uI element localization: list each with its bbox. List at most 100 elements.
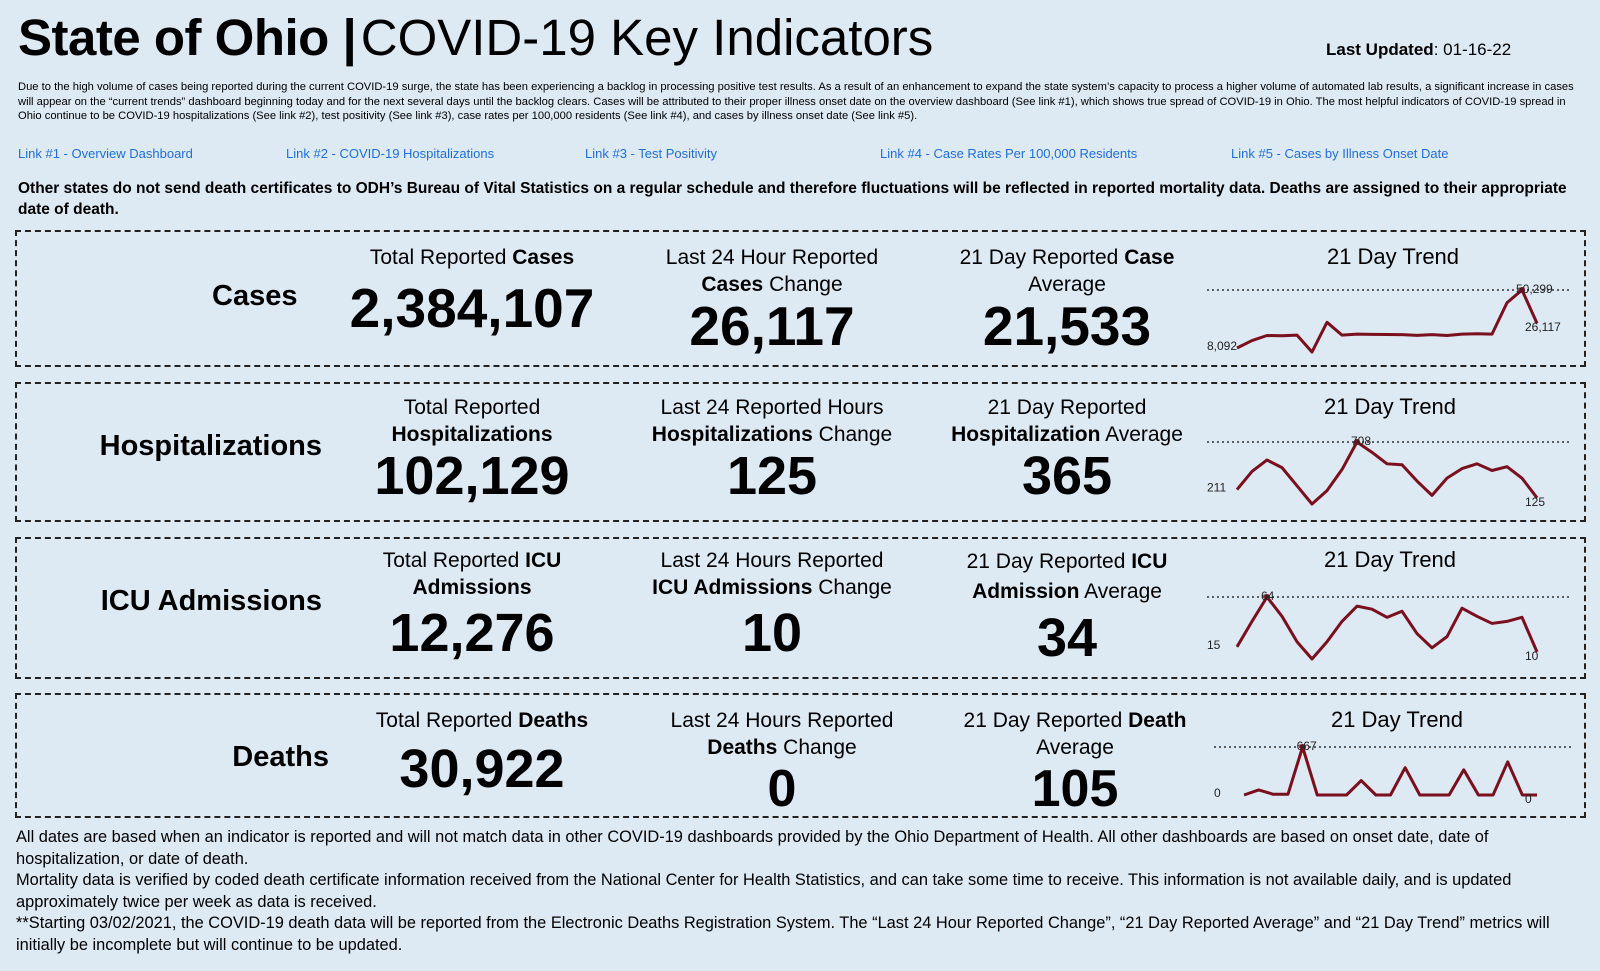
caption-bold: Case <box>1124 246 1175 269</box>
hosp-average-caption: 21 Day Reported Hospitalization Average <box>912 394 1222 448</box>
link-hospitalizations[interactable]: Link #2 - COVID-19 Hospitalizations <box>286 146 495 161</box>
icu-trend-title: 21 Day Trend <box>1323 547 1457 572</box>
caption-text: 21 Day Reported <box>959 246 1125 269</box>
footer-note-dates: All dates are based when an indicator is… <box>16 828 1489 868</box>
trend-peak-marker <box>1264 594 1270 600</box>
row-label-icu: ICU Admissions <box>100 585 322 617</box>
deaths-total-caption: Total Reported Deaths <box>332 707 632 734</box>
caption-bold: ICU Admissions <box>652 576 813 599</box>
footer-note-edrs: **Starting 03/02/2021, the COVID-19 deat… <box>16 914 1550 954</box>
hosp-average: 21 Day Reported Hospitalization Average 3… <box>912 394 1222 503</box>
icu-change: Last 24 Hours Reported ICU Admissions Cha… <box>617 547 927 660</box>
hosp-total: Total Reported Hospitalizations 102,129 <box>322 394 622 503</box>
row-label-cases: Cases <box>212 280 298 312</box>
icu-change-value: 10 <box>741 603 803 663</box>
caption-text: Average <box>1100 423 1183 446</box>
caption-text: Last 24 Reported Hours <box>660 396 884 419</box>
icu-change-caption: Last 24 Hours Reported ICU Admissions Cha… <box>617 547 927 601</box>
deaths-average-caption: 21 Day Reported Death Average <box>920 707 1230 761</box>
cases-average: 21 Day Reported Case Average 21,533 <box>917 244 1217 354</box>
cases-total-caption: Total Reported Cases <box>322 244 622 271</box>
caption-bold: Hospitalization <box>951 423 1101 446</box>
caption-bold: Cases <box>512 246 575 269</box>
hosp-change-caption: Last 24 Reported Hours Hospitalizations C… <box>617 394 927 448</box>
caption-text: Change <box>777 736 857 759</box>
trend-peak-marker <box>1354 439 1360 445</box>
deaths-change-caption: Last 24 Hours Reported Deaths Change <box>627 707 937 761</box>
links-bar: Link #1 - Overview Dashboard Link #2 - C… <box>0 146 1600 166</box>
icu-trend-sparkline: 15 64 10 <box>1207 589 1572 663</box>
trend-end-label: 10 <box>1525 649 1539 663</box>
caption-bold: Deaths <box>518 709 589 732</box>
trend-start-label: 0 <box>1214 786 1221 800</box>
cases-change-value: 26,117 <box>689 295 855 357</box>
caption-bold: ICU <box>1131 550 1168 573</box>
caption-bold: Death <box>1128 709 1187 732</box>
icu-total-caption: Total Reported ICU Admissions <box>322 547 622 601</box>
last-updated-label: Last Updated <box>1326 40 1434 59</box>
trend-peak-label: 64 <box>1261 589 1275 603</box>
backlog-notice: Due to the high volume of cases being re… <box>18 81 1574 123</box>
last-updated-value: : 01-16-22 <box>1433 40 1512 59</box>
trend-start-label: 211 <box>1207 481 1226 495</box>
caption-text: Total Reported <box>375 709 519 732</box>
caption-text: Last 24 Hours Reported <box>660 549 884 572</box>
link-cases-by-onset[interactable]: Link #5 - Cases by Illness Onset Date <box>1231 146 1449 161</box>
cases-trend-title: 21 Day Trend <box>1326 244 1460 269</box>
link-overview-dashboard[interactable]: Link #1 - Overview Dashboard <box>18 146 193 161</box>
panel-icu-admissions: ICU Admissions Total Reported ICU Admissi… <box>15 537 1586 679</box>
hosp-total-caption: Total Reported Hospitalizations <box>322 394 622 448</box>
hosp-average-value: 365 <box>1021 446 1113 506</box>
caption-text: Last 24 Hours Reported <box>670 709 894 732</box>
trend-series-line <box>1235 440 1539 506</box>
caption-text: Change <box>812 423 893 446</box>
trend-start-label: 15 <box>1207 638 1221 652</box>
icu-average-caption: 21 Day Reported ICU Admission Average <box>912 547 1222 607</box>
link-case-rates[interactable]: Link #4 - Case Rates Per 100,000 Residen… <box>880 146 1138 161</box>
cases-average-caption: 21 Day Reported Case Average <box>917 244 1217 298</box>
cases-change: Last 24 Hour Reported Cases Change 26,117 <box>622 244 922 354</box>
footer-notes: All dates are based when an indicator is… <box>16 827 1591 956</box>
title-state: State of Ohio | <box>18 9 357 66</box>
cases-trend-sparkline: 8,092 50,299 26,117 <box>1207 282 1572 354</box>
trend-peak-marker <box>1519 287 1525 293</box>
deaths-total: Total Reported Deaths 30,922 <box>332 707 632 796</box>
caption-text: 21 Day Reported <box>966 550 1132 573</box>
caption-text: Change <box>763 273 843 296</box>
caption-text: Average <box>1028 273 1106 296</box>
cases-total-value: 2,384,107 <box>349 277 595 339</box>
trend-peak-label: 667 <box>1297 739 1317 753</box>
deaths-change-value: 0 <box>767 760 797 818</box>
link-test-positivity[interactable]: Link #3 - Test Positivity <box>585 146 717 161</box>
caption-bold: Admissions <box>412 576 532 599</box>
footer-note-mortality: Mortality data is verified by coded deat… <box>16 871 1512 911</box>
caption-bold: Deaths <box>707 736 778 759</box>
deaths-average: 21 Day Reported Death Average 105 <box>920 707 1230 815</box>
page-title: State of Ohio | COVID-19 Key Indicators <box>18 8 933 67</box>
hosp-trend-title: 21 Day Trend <box>1323 394 1457 419</box>
trend-end-label: 125 <box>1525 495 1545 509</box>
trend-end-label: 0 <box>1525 792 1532 806</box>
caption-text: Total Reported <box>369 246 513 269</box>
deaths-average-value: 105 <box>1031 760 1119 818</box>
caption-text: Average <box>1079 580 1162 603</box>
cases-change-caption: Last 24 Hour Reported Cases Change <box>622 244 922 298</box>
trend-peak-marker <box>1299 744 1306 750</box>
panel-hospitalizations: Hospitalizations Total Reported Hospitali… <box>15 382 1586 522</box>
caption-text: Total Reported <box>382 549 526 572</box>
icu-total-value: 12,276 <box>389 603 555 663</box>
icu-average-value: 34 <box>1036 608 1098 668</box>
trend-start-label: 8,092 <box>1207 339 1237 353</box>
caption-text: Average <box>1036 736 1114 759</box>
caption-bold: Hospitalizations <box>651 423 813 446</box>
caption-text: Change <box>812 576 892 599</box>
caption-bold: Cases <box>701 273 764 296</box>
row-label-deaths: Deaths <box>232 741 329 773</box>
caption-bold: Admission <box>972 580 1080 603</box>
hosp-trend-sparkline: 211 708 125 <box>1207 434 1572 509</box>
trend-series-line <box>1243 745 1537 797</box>
panel-deaths: Deaths Total Reported Deaths 30,922 Last… <box>15 693 1586 818</box>
trend-peak-label: 708 <box>1351 434 1371 448</box>
mortality-warning: Other states do not send death certifica… <box>18 180 1567 218</box>
deaths-trend-sparkline: 0 667 0 <box>1214 739 1572 806</box>
